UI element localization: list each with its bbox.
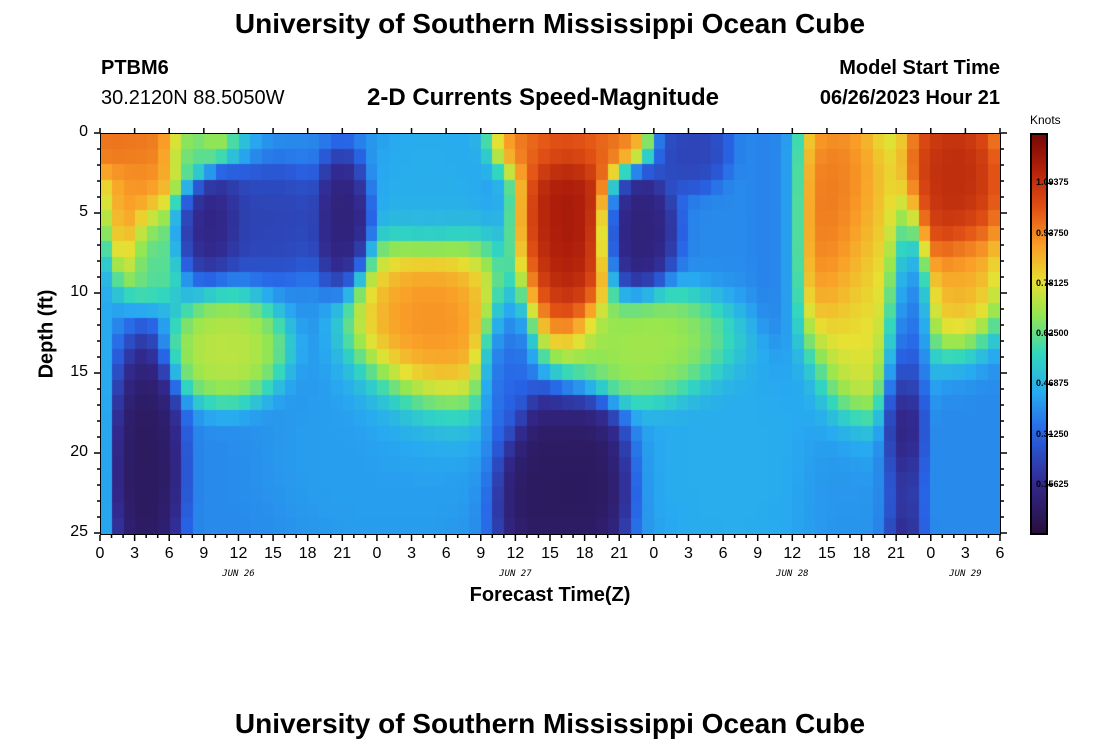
colorbar-tick-label: 0.93750 [1036, 227, 1069, 238]
x-tick-label: 21 [610, 545, 629, 562]
date-label: JUN 26 [222, 569, 255, 579]
y-tick-label: 25 [70, 523, 88, 540]
x-tick-label: 18 [298, 545, 317, 562]
model-start-label: Model Start Time [839, 57, 1000, 79]
x-tick-label: 12 [229, 545, 248, 562]
station-id: PTBM6 [101, 57, 169, 79]
y-tick-label: 0 [79, 123, 88, 140]
x-tick-label: 21 [887, 545, 906, 562]
colorbar-tick-label: 1.09375 [1036, 177, 1069, 188]
x-tick-label: 0 [372, 545, 382, 562]
x-tick-label: 6 [718, 545, 728, 562]
colorbar-tick-label: 0.78125 [1036, 277, 1069, 288]
page-title-top: University of Southern Mississippi Ocean… [234, 8, 866, 39]
date-label: JUN 28 [776, 569, 809, 579]
y-tick-label: 10 [70, 283, 88, 300]
station-coords: 30.2120N 88.5050W [101, 87, 285, 109]
x-tick-label: 9 [753, 545, 763, 562]
x-tick-label: 3 [130, 545, 140, 562]
x-tick-label: 18 [575, 545, 594, 562]
x-tick-label: 9 [476, 545, 486, 562]
colorbar-tick-label: 0.15625 [1036, 478, 1069, 489]
x-tick-label: 3 [407, 545, 416, 562]
colorbar [1030, 133, 1048, 535]
x-tick-label: 21 [333, 545, 352, 562]
x-tick-label: 0 [926, 545, 936, 562]
x-tick-label: 9 [199, 545, 209, 562]
x-tick-label: 6 [441, 545, 451, 562]
date-label: JUN 29 [949, 569, 982, 579]
x-tick-label: 6 [164, 545, 174, 562]
x-tick-label: 3 [684, 545, 693, 562]
colorbar-tick-label: 0.46875 [1036, 378, 1069, 389]
colorbar-tick-label: 0.62500 [1036, 328, 1069, 338]
x-tick-label: 12 [506, 545, 525, 562]
y-axis-label: Depth (ft) [35, 289, 58, 379]
y-tick-label: 15 [70, 363, 88, 380]
model-start-time: 06/26/2023 Hour 21 [819, 87, 1000, 109]
x-tick-label: 12 [783, 545, 802, 562]
x-tick-label: 6 [995, 545, 1005, 562]
page-title-bottom: University of Southern Mississippi Ocean… [234, 708, 866, 739]
x-tick-label: 15 [541, 545, 559, 562]
x-tick-label: 15 [264, 545, 282, 562]
x-tick-label: 0 [95, 545, 105, 562]
colorbar-unit: Knots [1030, 113, 1061, 127]
colorbar-tick-label: 0.31250 [1036, 428, 1069, 439]
date-label: JUN 27 [499, 569, 532, 579]
x-tick-label: 0 [649, 545, 659, 562]
x-tick-label: 15 [818, 545, 836, 562]
heatmap-plot-area [100, 133, 1001, 535]
x-tick-label: 18 [852, 545, 871, 562]
x-axis-label: Forecast Time(Z) [469, 584, 631, 606]
x-tick-label: 3 [960, 545, 970, 562]
y-tick-label: 5 [79, 203, 88, 220]
y-tick-label: 20 [70, 443, 88, 460]
chart-title: 2-D Currents Speed-Magnitude [367, 84, 720, 111]
